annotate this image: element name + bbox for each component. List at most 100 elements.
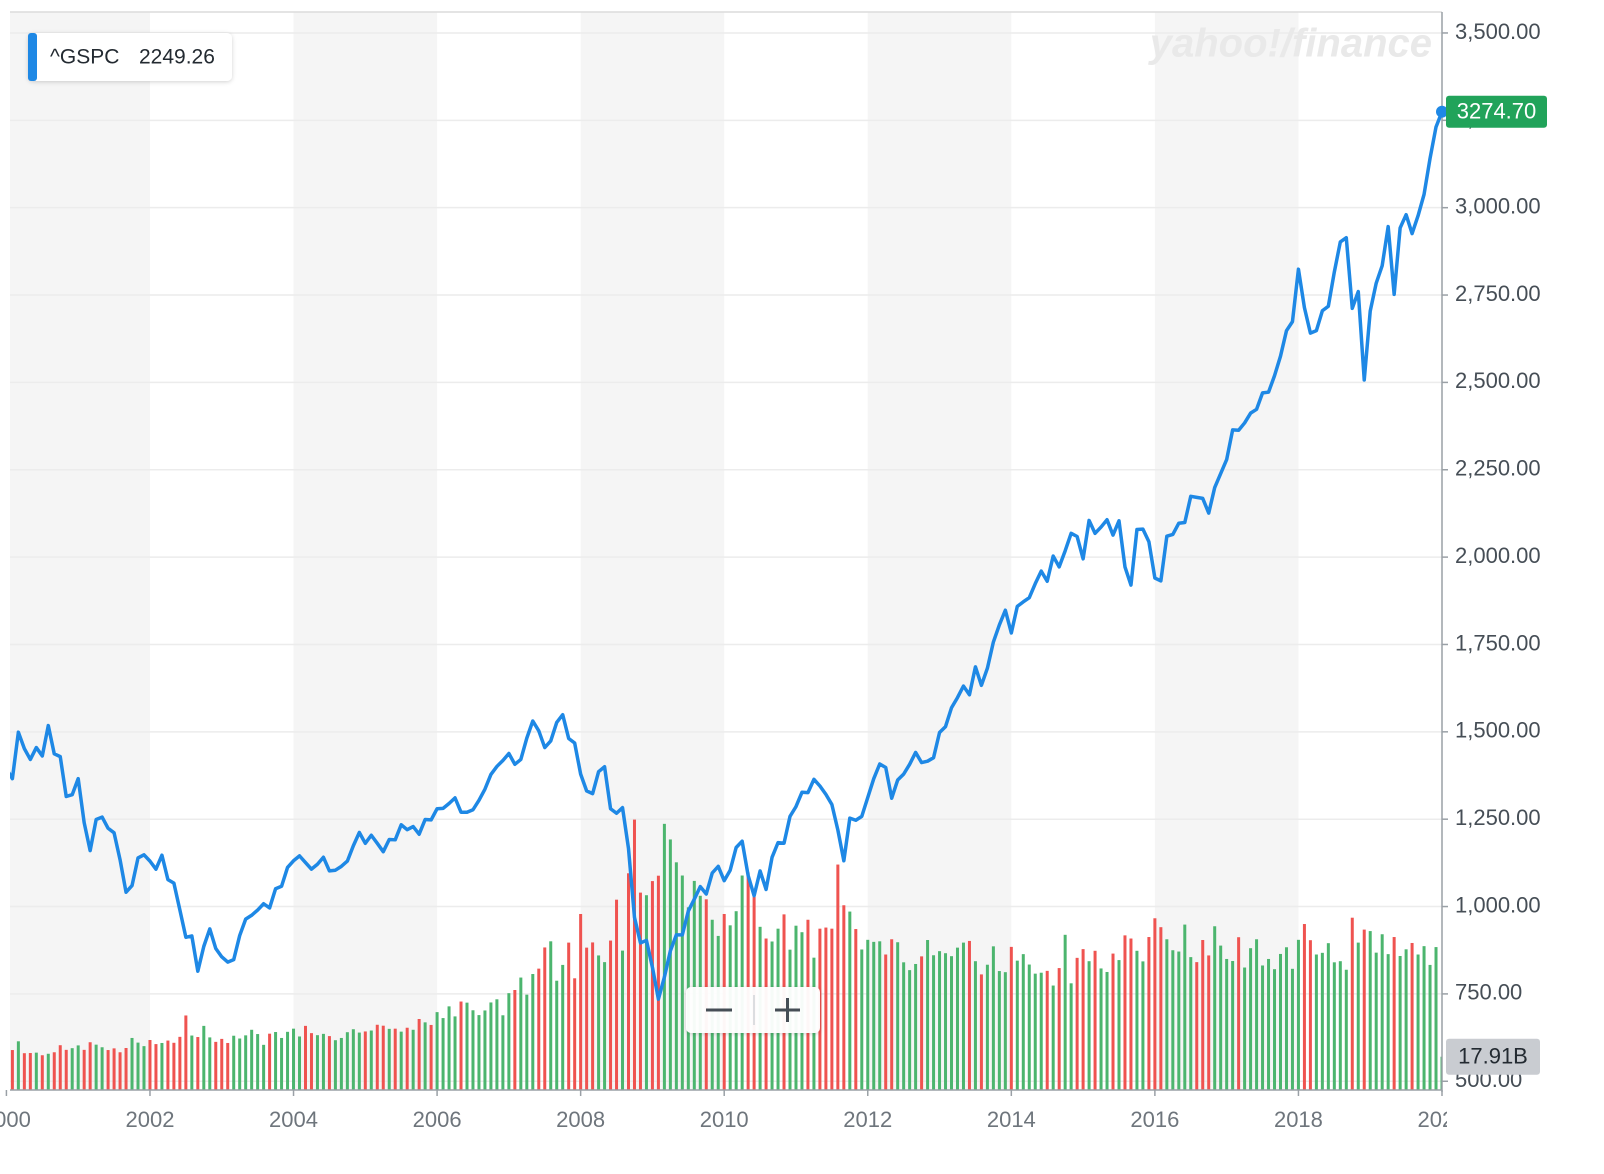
volume-bar xyxy=(1147,937,1151,1090)
volume-bar xyxy=(1009,946,1013,1090)
zoom-out-button[interactable] xyxy=(686,987,753,1033)
volume-bar xyxy=(1051,985,1055,1090)
volume-bar xyxy=(58,1045,62,1090)
volume-bar xyxy=(609,940,613,1090)
volume-bar xyxy=(501,1015,505,1090)
volume-bar xyxy=(363,1031,367,1090)
volume-bar xyxy=(405,1027,409,1090)
volume-bar xyxy=(1326,943,1330,1090)
volume-bar xyxy=(872,941,876,1090)
volume-bar xyxy=(848,911,852,1090)
volume-bar xyxy=(136,1042,140,1090)
volume-bar xyxy=(82,1049,86,1090)
volume-bar xyxy=(52,1052,56,1090)
volume-bar xyxy=(1368,931,1372,1090)
frame xyxy=(10,11,1443,1092)
volume-tag-label: 17.91B xyxy=(1458,1044,1528,1069)
volume-tag xyxy=(1446,1038,1540,1075)
volume-bar xyxy=(303,1025,307,1090)
volume-bar xyxy=(531,974,535,1090)
volume-bar xyxy=(890,939,894,1090)
y-tick-label: 1,000.00 xyxy=(1455,892,1541,917)
volume-bar xyxy=(1416,954,1420,1090)
x-tick-label: 2002 xyxy=(125,1107,174,1132)
volume-bar xyxy=(1027,964,1031,1090)
volume-bar xyxy=(842,905,846,1090)
volume-bar xyxy=(920,956,924,1090)
volume-bar xyxy=(250,1029,254,1090)
volume-bar xyxy=(549,941,553,1090)
volume-bar xyxy=(973,961,977,1090)
volume-bar xyxy=(94,1044,98,1090)
volume-bar xyxy=(357,1032,361,1090)
volume-bar xyxy=(459,1001,463,1090)
volume-bar xyxy=(220,1038,224,1090)
volume-bar xyxy=(1123,935,1127,1090)
volume-bar xyxy=(292,1028,296,1090)
volume-bar xyxy=(5,1051,8,1090)
volume-bar xyxy=(399,1031,403,1090)
volume-bar xyxy=(950,956,954,1090)
volume-bar xyxy=(100,1047,104,1090)
watermark: yahoo!/finance xyxy=(1148,22,1432,66)
volume-bar xyxy=(112,1048,116,1090)
volume-bar xyxy=(585,947,589,1090)
volume-bar xyxy=(979,974,983,1090)
legend-value: 2249.26 xyxy=(139,46,215,69)
volume-bar xyxy=(327,1036,331,1090)
volume-bar xyxy=(1404,949,1408,1090)
volume-bar xyxy=(1320,952,1324,1090)
volume-bar xyxy=(680,875,684,1090)
year-band xyxy=(293,12,438,1090)
y-tick-label: 2,250.00 xyxy=(1455,456,1541,481)
y-tick-label: 750.00 xyxy=(1455,980,1522,1005)
volume-bar xyxy=(375,1024,379,1090)
volume-bar xyxy=(16,1041,20,1090)
volume-bar xyxy=(908,970,912,1090)
volume-bar xyxy=(668,839,672,1090)
volume-bar xyxy=(1015,960,1019,1090)
volume-bar xyxy=(184,1015,188,1090)
legend xyxy=(28,33,232,81)
axes: 500.00750.001,000.001,250.001,500.001,75… xyxy=(5,19,1541,1096)
volume-bar xyxy=(393,1028,397,1090)
volume-bar xyxy=(411,1029,415,1090)
volume-bar xyxy=(1278,953,1282,1090)
volume-bar xyxy=(513,990,517,1090)
volume-bar xyxy=(262,1044,266,1090)
volume-bar xyxy=(1069,983,1073,1090)
volume-bar xyxy=(142,1046,146,1090)
volume-bar xyxy=(926,940,930,1090)
volume-bar xyxy=(148,1040,152,1090)
volume-bar xyxy=(46,1053,50,1090)
volume-bar xyxy=(441,1018,445,1090)
volume-bar xyxy=(28,1053,32,1090)
volume-bar xyxy=(339,1037,343,1090)
volume-bar xyxy=(938,951,942,1090)
price-tag-label: 3274.70 xyxy=(1457,99,1537,124)
volume-bar xyxy=(315,1035,319,1090)
volume-bar xyxy=(345,1032,349,1090)
zoom-in-button[interactable] xyxy=(754,987,820,1033)
volume-bar xyxy=(226,1042,230,1090)
volume-bar xyxy=(429,1024,433,1090)
volume-bar xyxy=(1356,942,1360,1090)
volume-bar xyxy=(1225,958,1229,1090)
volume-bar xyxy=(1177,951,1181,1090)
volume-bar xyxy=(626,873,630,1090)
volume-bar xyxy=(1159,927,1163,1090)
volume-bar xyxy=(603,962,607,1090)
volume-bar xyxy=(597,955,601,1090)
volume-bar xyxy=(333,1040,337,1090)
y-tick-label: 3,000.00 xyxy=(1455,193,1541,218)
volume-bar xyxy=(280,1037,284,1090)
legend-box xyxy=(28,33,232,81)
volume-bar xyxy=(944,953,948,1090)
volume-bar xyxy=(1350,917,1354,1090)
volume-bar xyxy=(154,1044,158,1090)
volume-bar xyxy=(435,1012,439,1090)
volume-bar xyxy=(1057,968,1061,1090)
volume-bar xyxy=(369,1030,373,1090)
volume-bar xyxy=(166,1040,170,1090)
volume-bar xyxy=(1255,939,1259,1090)
